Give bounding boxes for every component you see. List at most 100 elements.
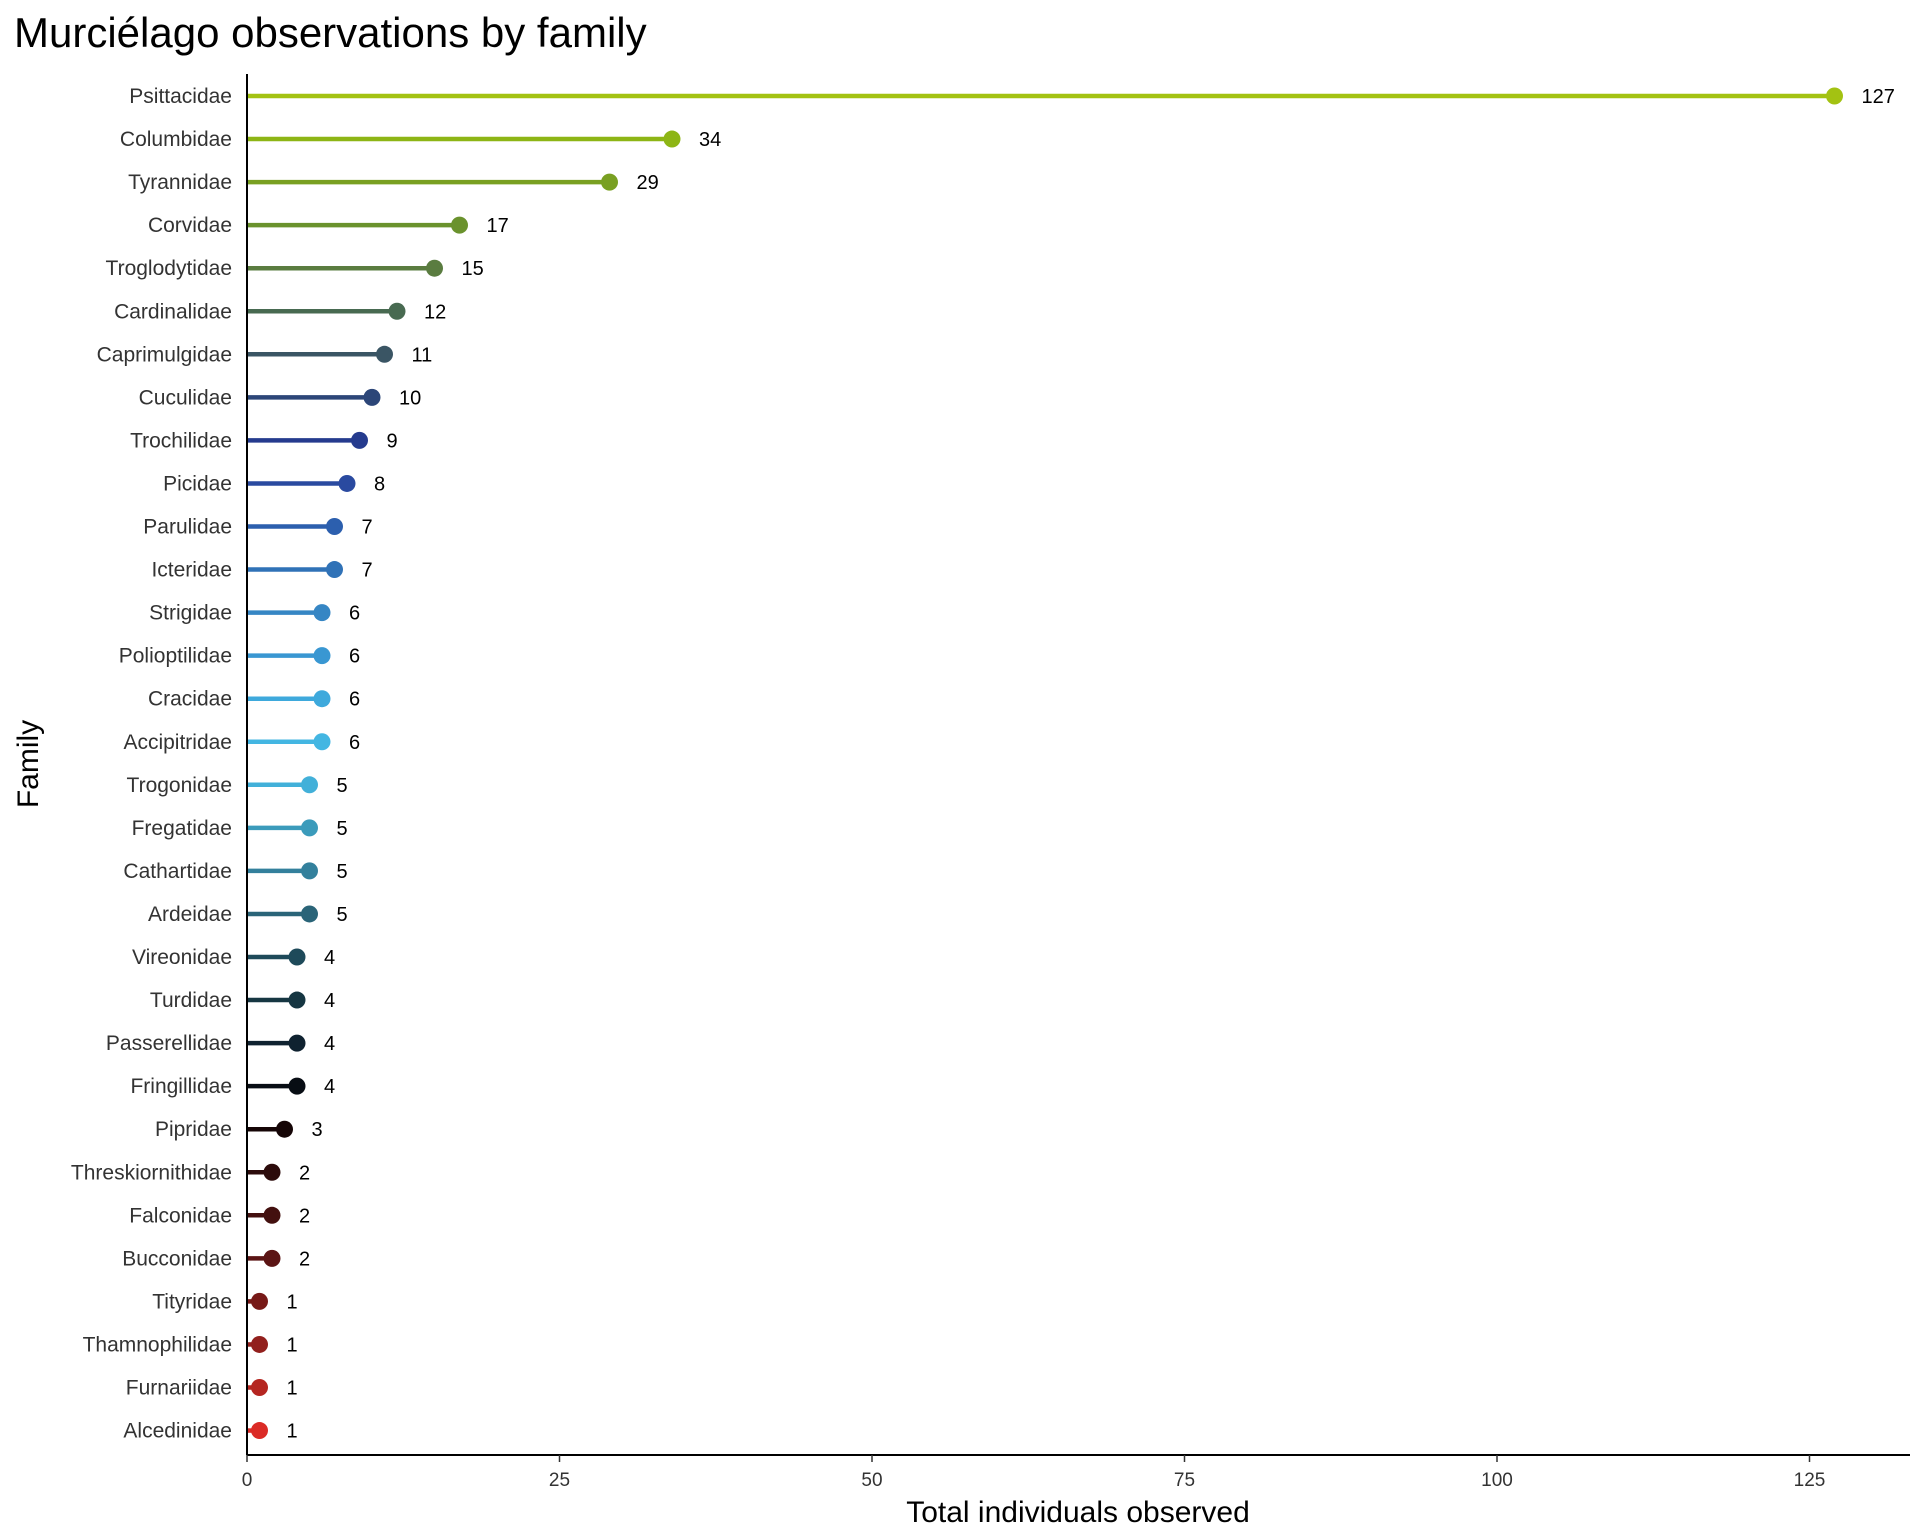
lollipop-point — [301, 819, 318, 836]
lollipop-point — [601, 174, 618, 191]
category-label: Troglodytidae — [106, 257, 232, 280]
data-label: 3 — [312, 1119, 323, 1141]
data-label: 6 — [349, 689, 360, 711]
lollipop-point — [351, 432, 368, 449]
data-label: 29 — [637, 172, 659, 194]
data-label: 5 — [337, 904, 348, 926]
y-axis-title: Family — [12, 720, 45, 808]
data-label: 4 — [324, 1033, 335, 1055]
lollipop-point — [301, 905, 318, 922]
category-label: Bucconidae — [122, 1247, 232, 1270]
data-label: 11 — [412, 344, 433, 366]
lollipop-point — [364, 389, 381, 406]
lollipop-point — [314, 647, 331, 664]
x-tick-label: 50 — [861, 1470, 882, 1491]
data-label: 4 — [324, 947, 335, 969]
data-label: 5 — [337, 861, 348, 883]
data-label: 2 — [299, 1162, 310, 1184]
data-label: 4 — [324, 1076, 335, 1098]
data-label: 10 — [399, 387, 421, 409]
lollipop-point — [326, 561, 343, 578]
category-label: Threskiornithidae — [71, 1161, 232, 1184]
data-label: 12 — [424, 301, 446, 323]
data-labels-group: 1273429171512111098776666555544443222111… — [287, 86, 1895, 1443]
x-tick-label: 0 — [242, 1470, 253, 1491]
category-label: Caprimulgidae — [97, 343, 232, 366]
lollipops-group — [247, 88, 1843, 1440]
category-label: Tyrannidae — [128, 171, 232, 194]
lollipop-point — [289, 949, 306, 966]
lollipop-point — [301, 776, 318, 793]
data-label: 7 — [362, 517, 373, 539]
data-label: 34 — [699, 129, 721, 151]
data-label: 9 — [387, 430, 398, 452]
lollipop-point — [289, 992, 306, 1009]
lollipop-point — [314, 604, 331, 621]
category-label: Tityridae — [152, 1290, 232, 1313]
lollipop-point — [326, 518, 343, 535]
data-label: 7 — [362, 560, 373, 582]
lollipop-point — [451, 217, 468, 234]
category-label: Falconidae — [129, 1204, 232, 1227]
x-axis-ticks-group: 0 25 50 75 100 125 — [242, 1455, 1826, 1491]
data-label: 5 — [337, 775, 348, 797]
category-label: Cardinalidae — [114, 300, 232, 323]
lollipop-point — [251, 1379, 268, 1396]
data-label: 1 — [287, 1378, 298, 1400]
data-label: 127 — [1862, 86, 1895, 108]
data-label: 1 — [287, 1291, 298, 1313]
lollipop-point — [264, 1164, 281, 1181]
category-label: Cathartidae — [123, 860, 232, 883]
lollipop-point — [314, 733, 331, 750]
category-label: Picidae — [163, 472, 232, 495]
category-label: Turdidae — [150, 989, 232, 1012]
category-label: Columbidae — [120, 128, 232, 151]
chart-title: Murciélago observations by family — [14, 9, 647, 56]
category-label: Cracidae — [148, 688, 232, 711]
category-label: Fregatidae — [132, 817, 232, 840]
category-label: Vireonidae — [132, 946, 232, 969]
x-tick-label: 75 — [1174, 1470, 1195, 1491]
lollipop-point — [264, 1207, 281, 1224]
lollipop-point — [251, 1293, 268, 1310]
x-tick-label: 125 — [1794, 1470, 1826, 1491]
data-label: 6 — [349, 646, 360, 668]
data-label: 1 — [287, 1334, 298, 1356]
data-label: 2 — [299, 1248, 310, 1270]
category-label: Parulidae — [143, 516, 232, 539]
data-label: 17 — [487, 215, 509, 237]
data-label: 4 — [324, 990, 335, 1012]
category-label: Polioptilidae — [119, 645, 232, 668]
category-label: Furnariidae — [126, 1377, 232, 1400]
category-label: Pipridae — [155, 1118, 232, 1141]
lollipop-point — [1826, 88, 1843, 105]
lollipop-point — [276, 1121, 293, 1138]
category-label: Ardeidae — [148, 903, 232, 926]
category-label: Cuculidae — [139, 386, 232, 409]
x-tick-label: 25 — [549, 1470, 570, 1491]
lollipop-point — [389, 303, 406, 320]
data-label: 6 — [349, 603, 360, 625]
category-labels-group: Psittacidae Columbidae Tyrannidae Corvidae T… — [71, 85, 232, 1443]
lollipop-point — [289, 1035, 306, 1052]
x-tick-label: 100 — [1481, 1470, 1513, 1491]
lollipop-point — [264, 1250, 281, 1267]
lollipop-point — [426, 260, 443, 277]
lollipop-point — [301, 862, 318, 879]
category-label: Trogonidae — [127, 774, 232, 797]
category-label: Icteridae — [151, 559, 232, 582]
category-label: Fringillidae — [130, 1075, 232, 1098]
category-label: Passerellidae — [106, 1032, 232, 1055]
lollipop-point — [339, 475, 356, 492]
data-label: 2 — [299, 1205, 310, 1227]
category-label: Thamnophilidae — [83, 1333, 232, 1356]
lollipop-point — [251, 1422, 268, 1439]
lollipop-point — [376, 346, 393, 363]
lollipop-point — [289, 1078, 306, 1095]
x-axis-title: Total individuals observed — [906, 1496, 1250, 1529]
data-label: 15 — [462, 258, 484, 280]
category-label: Accipitridae — [123, 731, 232, 754]
lollipop-point — [251, 1336, 268, 1353]
data-label: 5 — [337, 818, 348, 840]
